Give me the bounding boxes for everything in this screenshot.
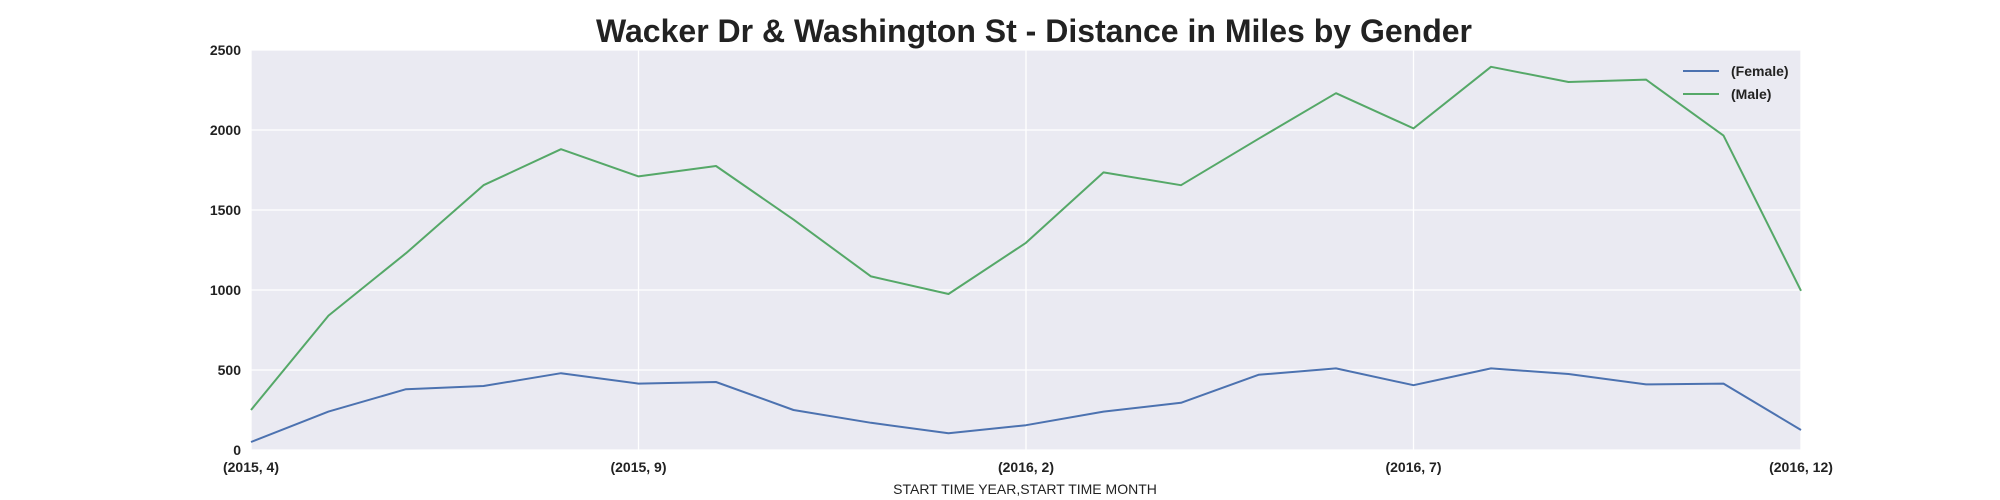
legend-label: (Female)	[1731, 63, 1789, 79]
series-lines	[250, 65, 1802, 443]
y-tick-label: 2500	[210, 42, 241, 58]
y-tick-label: 0	[233, 442, 241, 458]
y-tick-label: 1000	[210, 282, 241, 298]
y-tick-label: 500	[218, 362, 242, 378]
x-axis-ticks: (2015, 4) (2015, 9) (2016, 2) (2016, 7) (201…	[223, 459, 1833, 475]
x-tick-label: (2015, 9)	[610, 459, 666, 475]
y-axis-ticks: 0 500 1000 1500 2000 2500	[210, 42, 241, 458]
x-tick-label: (2016, 2)	[998, 459, 1054, 475]
x-tick-label: (2015, 4)	[223, 459, 279, 475]
legend: (Female) (Male)	[1683, 63, 1789, 102]
y-tick-label: 2000	[210, 122, 241, 138]
x-tick-label: (2016, 7)	[1385, 459, 1441, 475]
series-line-male	[250, 65, 1802, 411]
x-tick-label: (2016, 12)	[1769, 459, 1833, 475]
x-axis-label: START TIME YEAR,START TIME MONTH	[893, 481, 1157, 497]
grid-lines	[250, 49, 1802, 451]
legend-label: (Male)	[1731, 86, 1771, 102]
y-tick-label: 1500	[210, 202, 241, 218]
series-line-female	[250, 367, 1802, 443]
chart-title: Wacker Dr & Washington St - Distance in …	[596, 13, 1472, 49]
